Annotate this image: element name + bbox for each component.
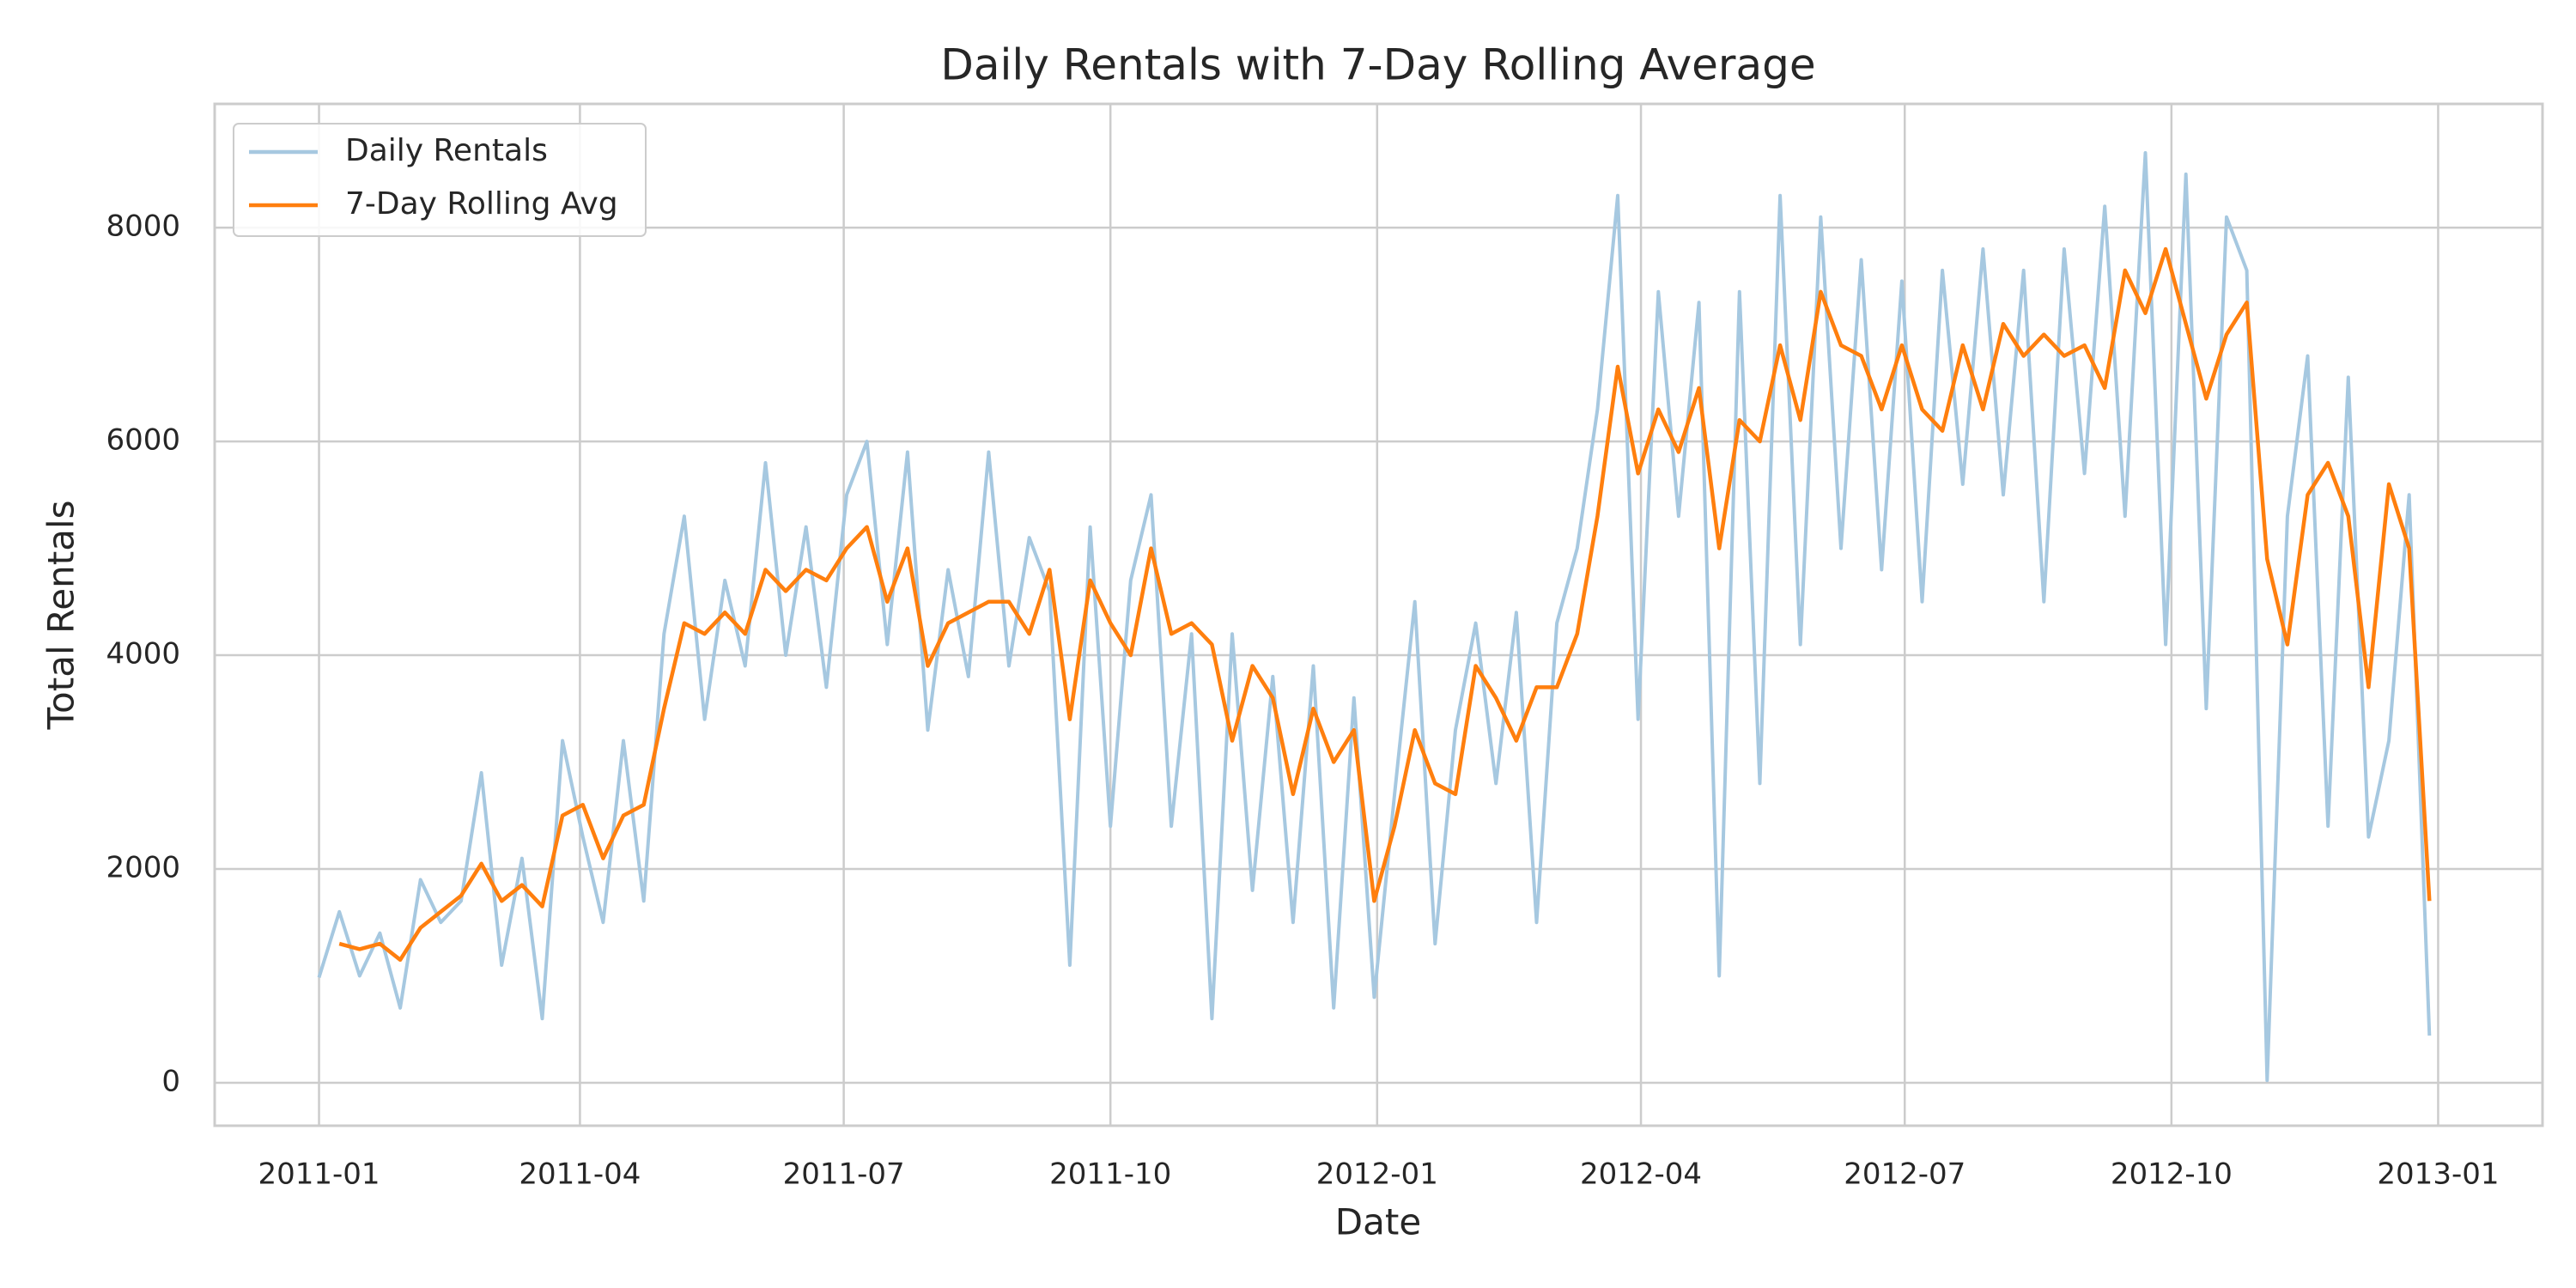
x-tick-label: 2011-07 xyxy=(783,1157,905,1192)
x-tick-label: 2011-01 xyxy=(258,1157,380,1192)
x-tick-label: 2013-01 xyxy=(2377,1157,2499,1192)
chart-title: Daily Rentals with 7-Day Rolling Average xyxy=(940,40,1815,90)
series-line xyxy=(338,246,2432,963)
x-tick-label: 2012-07 xyxy=(1844,1157,1965,1192)
y-tick-label: 8000 xyxy=(106,210,180,244)
x-tick-label: 2012-01 xyxy=(1316,1157,1438,1192)
plot-frame xyxy=(213,102,2544,1127)
x-tick-label: 2011-10 xyxy=(1049,1157,1171,1192)
legend-box xyxy=(233,123,647,237)
y-tick-label: 2000 xyxy=(106,851,180,885)
x-tick-label: 2012-04 xyxy=(1580,1157,1702,1192)
y-tick-label: 0 xyxy=(161,1064,180,1098)
x-tick-label: 2012-10 xyxy=(2111,1157,2233,1192)
series-line xyxy=(317,151,2432,1083)
legend-label: Daily Rentals xyxy=(345,133,548,168)
y-tick-label: 6000 xyxy=(106,423,180,458)
x-tick-label: 2011-04 xyxy=(519,1157,641,1192)
y-tick-label: 4000 xyxy=(106,637,180,671)
legend-label: 7-Day Rolling Avg xyxy=(345,186,618,222)
y-axis-label: Total Rentals xyxy=(40,501,82,731)
x-axis-label: Date xyxy=(1335,1201,1421,1243)
